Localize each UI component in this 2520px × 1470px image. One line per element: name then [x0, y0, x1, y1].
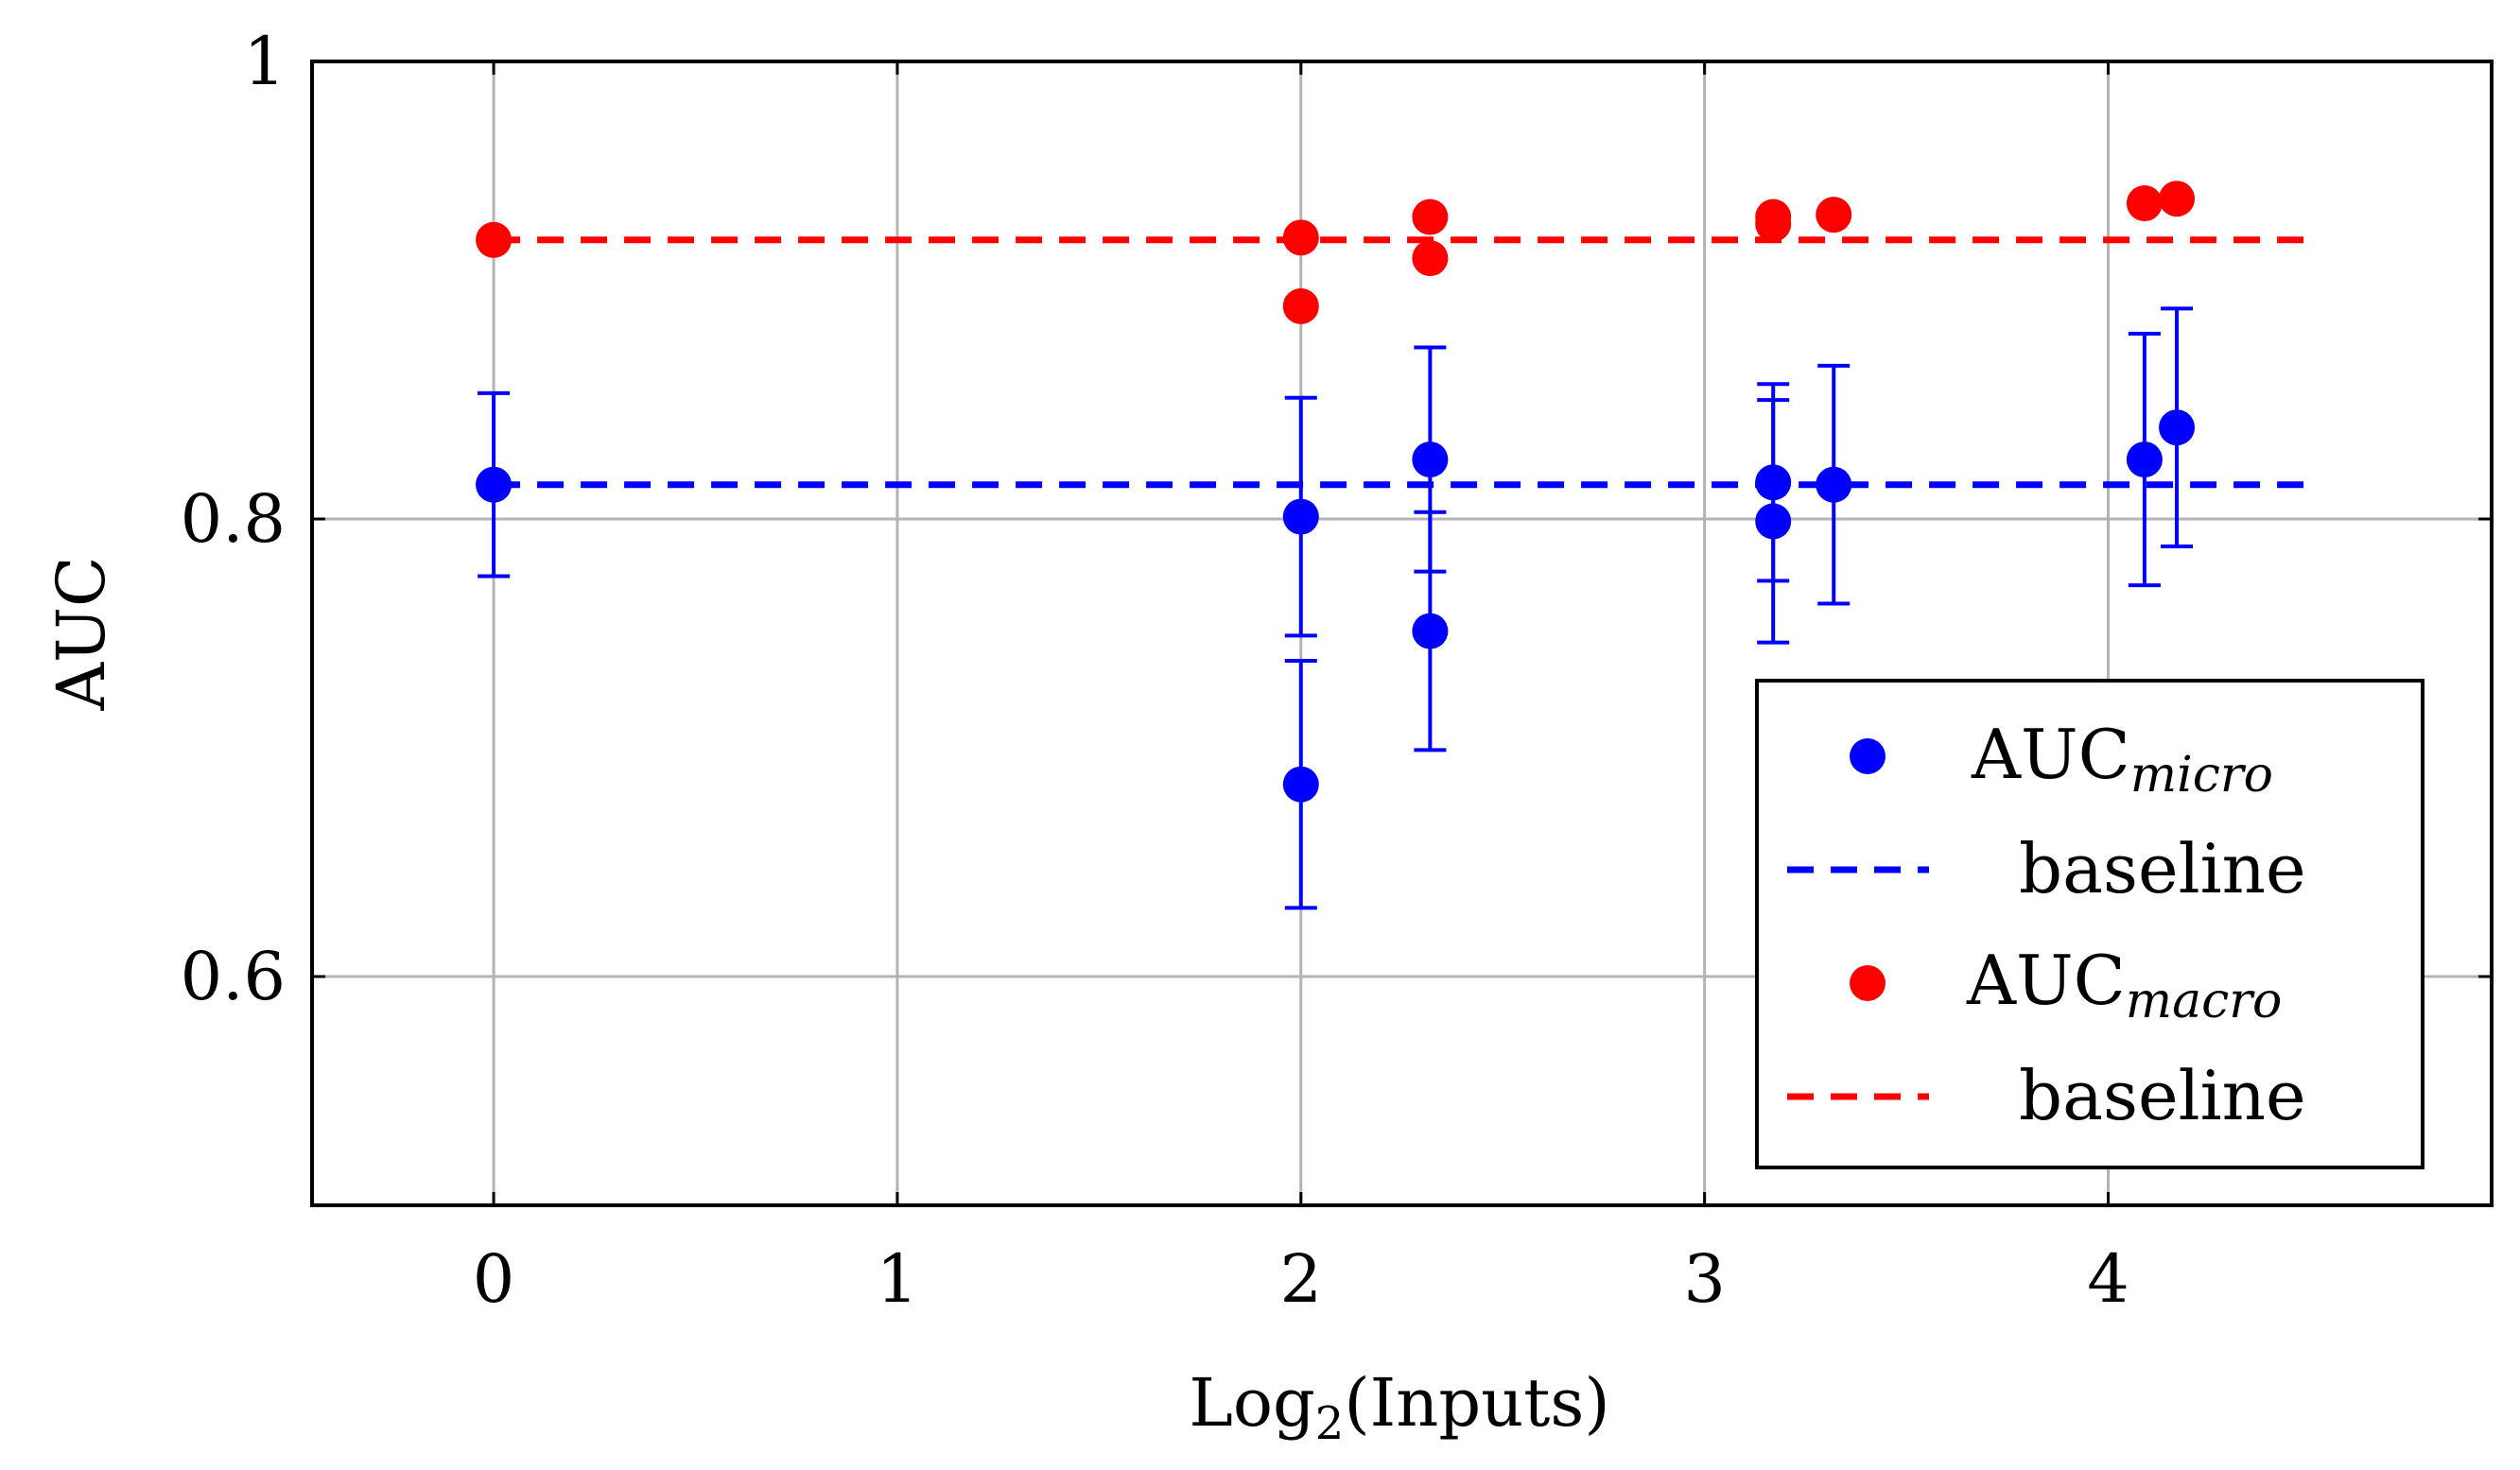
x-tick-label: 2: [1280, 1240, 1323, 1318]
x-tick-label: 1: [877, 1240, 919, 1318]
legend-label-baseline-macro: baseline: [2019, 1056, 2306, 1135]
x-axis-title-suffix: (Inputs): [1344, 1364, 1609, 1442]
auc-macro-point: [1412, 199, 1449, 235]
tick-labels: 0 1 2 3 4 0.6 0.8 1: [181, 23, 2129, 1318]
legend: AUCmicro baseline AUCmacro baseline: [1755, 679, 2424, 1169]
baseline-lines: [494, 236, 2310, 489]
x-tick-label: 0: [473, 1240, 515, 1318]
auc-micro-point: [1412, 441, 1449, 478]
legend-marker-auc-micro: [1850, 738, 1886, 774]
auc-micro-point: [1282, 498, 1319, 535]
legend-label-auc-micro-main: AUC: [1971, 715, 2130, 794]
auc-micro-point: [2126, 441, 2163, 478]
y-tick-label: 0.8: [181, 480, 286, 558]
legend-label-auc-macro: AUCmacro: [1966, 941, 2282, 1029]
y-tick-label: 0.6: [181, 938, 286, 1015]
auc-macro-point: [1282, 287, 1319, 324]
auc-macro-point: [1755, 205, 1792, 242]
auc-micro-point: [1412, 613, 1449, 649]
auc-macro-point: [476, 221, 513, 258]
x-tick-label: 3: [1683, 1240, 1726, 1318]
x-axis-title-main: Log: [1189, 1364, 1314, 1442]
y-tick-label: 1: [243, 23, 286, 100]
x-tick-label: 4: [2087, 1240, 2129, 1318]
legend-label-auc-micro: AUCmicro: [1971, 715, 2273, 804]
y-axis-title: AUC: [43, 556, 120, 711]
auc-macro-point: [1282, 219, 1319, 256]
auc-micro-point: [476, 466, 513, 503]
legend-label-baseline-micro: baseline: [2019, 829, 2306, 908]
auc-macro-point: [2126, 185, 2163, 222]
data-points: [476, 181, 2196, 803]
auc-macro-point: [1412, 240, 1449, 277]
auc-macro-point: [1816, 197, 1852, 233]
legend-marker-auc-macro: [1850, 965, 1886, 1001]
auc-micro-point: [1755, 503, 1792, 540]
x-axis-title: Log2(Inputs): [1189, 1364, 1609, 1450]
auc-micro-point: [2159, 409, 2196, 446]
legend-label-auc-micro-subscript: micro: [2130, 747, 2273, 804]
legend-label-auc-macro-main: AUC: [1966, 941, 2126, 1020]
auc-micro-point: [1755, 464, 1792, 501]
legend-label-auc-macro-subscript: macro: [2126, 973, 2283, 1029]
auc-micro-point: [1816, 466, 1852, 503]
x-axis-title-subscript: 2: [1315, 1397, 1345, 1450]
auc-macro-point: [2159, 181, 2196, 217]
plot-frame: [310, 60, 2494, 1207]
auc-micro-point: [1282, 766, 1319, 803]
